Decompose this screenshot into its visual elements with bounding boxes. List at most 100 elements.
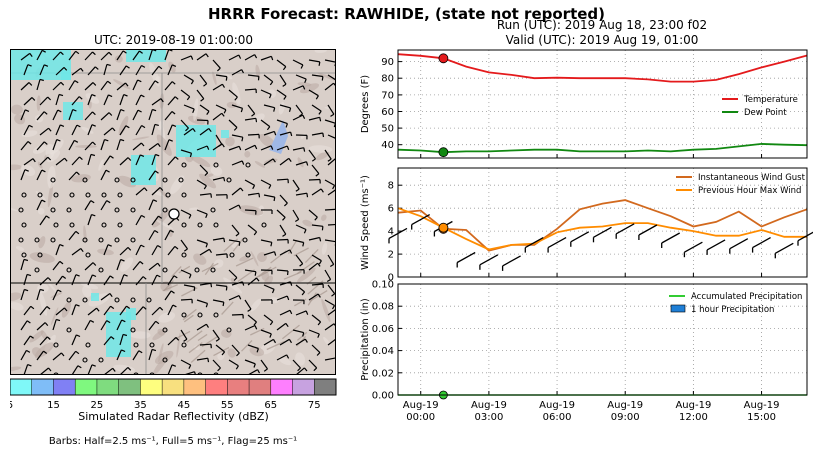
wind-barb [324,119,335,128]
wind-barb [23,335,34,346]
wind-barb [151,153,160,166]
chart-panel-2: 0 2 4 6 8 Wind Speed (ms⁻¹) Instantaneous Wind… [360,167,813,284]
wind-barb [231,160,245,166]
wind-barb [23,305,35,316]
wind-barb [260,89,272,99]
wind-barb [183,74,194,85]
wind-barb [132,79,142,91]
wind-barb [55,157,68,166]
wind-barb [292,299,305,305]
wind-barb [71,124,81,136]
wind-barb [116,109,125,121]
y-axis-label: Precipitation (in) [360,298,371,381]
wind-barb [292,359,301,372]
wind-barb [661,232,681,248]
calm-wind-marker [162,177,168,183]
x-tick-label: 06:00 [543,412,572,423]
wind-barb [52,352,65,361]
calm-wind-marker [130,327,136,333]
calm-wind-marker [162,207,168,213]
wind-barb [215,253,228,258]
wind-barb [327,134,335,139]
wind-barb [279,338,293,346]
calm-wind-marker [149,372,155,374]
wind-barb [279,309,293,316]
wind-barb [135,94,145,106]
wind-barb [180,329,188,342]
wind-barb [39,336,51,346]
calm-wind-marker [162,267,168,273]
wind-barb [164,111,176,121]
calm-wind-marker [37,192,43,198]
colorbar-swatch [53,379,76,395]
wind-barb [196,89,205,102]
wind-barb [247,224,258,236]
y-tick-label: 0.02 [372,368,394,379]
y-tick-label: 8 [388,181,394,192]
x-tick-label: 03:00 [474,412,503,423]
wind-barb [119,157,132,166]
wind-barb [20,258,29,271]
wind-barb [148,143,161,151]
calm-wind-marker [66,207,72,213]
wind-barb [311,164,320,177]
wind-barb [308,149,316,162]
wind-barb [244,299,252,312]
wind-barb [68,50,80,61]
wind-barb [148,80,159,91]
wind-barb [23,124,33,136]
wind-barb [196,239,208,248]
calm-wind-marker [50,237,56,243]
wind-barb [148,170,159,181]
wind-barb [68,109,77,121]
wind-barb [199,74,208,87]
reflectivity-colorbar: 5 15 25 35 45 55 65 75 [10,378,337,410]
wind-barb [292,329,305,337]
wind-barb [638,224,658,240]
wind-barb [84,111,96,121]
run-time-label: Run (UTC): 2019 Aug 18, 23:00 f02 [496,18,708,32]
wind-barb [244,209,257,215]
wind-barb [87,124,96,136]
wind-barb [308,209,318,221]
wind-barb [279,249,293,256]
colorbar-tick-label: 55 [221,400,234,410]
wind-barb [212,359,221,372]
wind-barb [247,314,257,326]
wind-barb [295,338,308,346]
wind-barb [20,82,33,91]
wind-barb [55,66,68,76]
wind-barb [167,245,179,256]
y-tick-label: 6 [388,204,394,215]
calm-wind-marker [194,267,200,273]
wind-barb [327,74,335,85]
wind-barb [276,269,289,276]
wind-barb [215,194,228,199]
wind-barb [100,51,113,61]
page-title: HRRR Forecast: RAWHIDE, (state not repor… [207,5,606,23]
wind-barb [71,274,80,286]
wind-barb [324,299,335,310]
wind-barb [231,69,245,76]
wind-barb [324,179,335,190]
calm-wind-marker [98,357,104,363]
wind-barb [23,97,36,106]
colorbar-swatch [205,379,228,395]
wind-barb [199,128,212,136]
wind-barb [196,357,210,363]
wind-barb [71,67,84,76]
wind-barb [119,333,128,346]
wind-barb [292,179,300,192]
wind-barb [244,88,257,94]
wind-barb [263,130,277,136]
wind-barb [52,51,64,61]
calm-wind-marker [85,192,91,198]
calm-wind-marker [261,222,267,228]
wind-barb [103,155,114,166]
wind-barb [135,306,147,316]
colorbar-swatch [292,379,315,395]
y-tick-label: 2 [388,250,394,261]
wind-barb [247,277,260,286]
calm-wind-marker [66,297,72,303]
barbs-legend-note: Barbs: Half=2.5 ms⁻¹, Full=5 ms⁻¹, Flag=… [48,436,298,447]
